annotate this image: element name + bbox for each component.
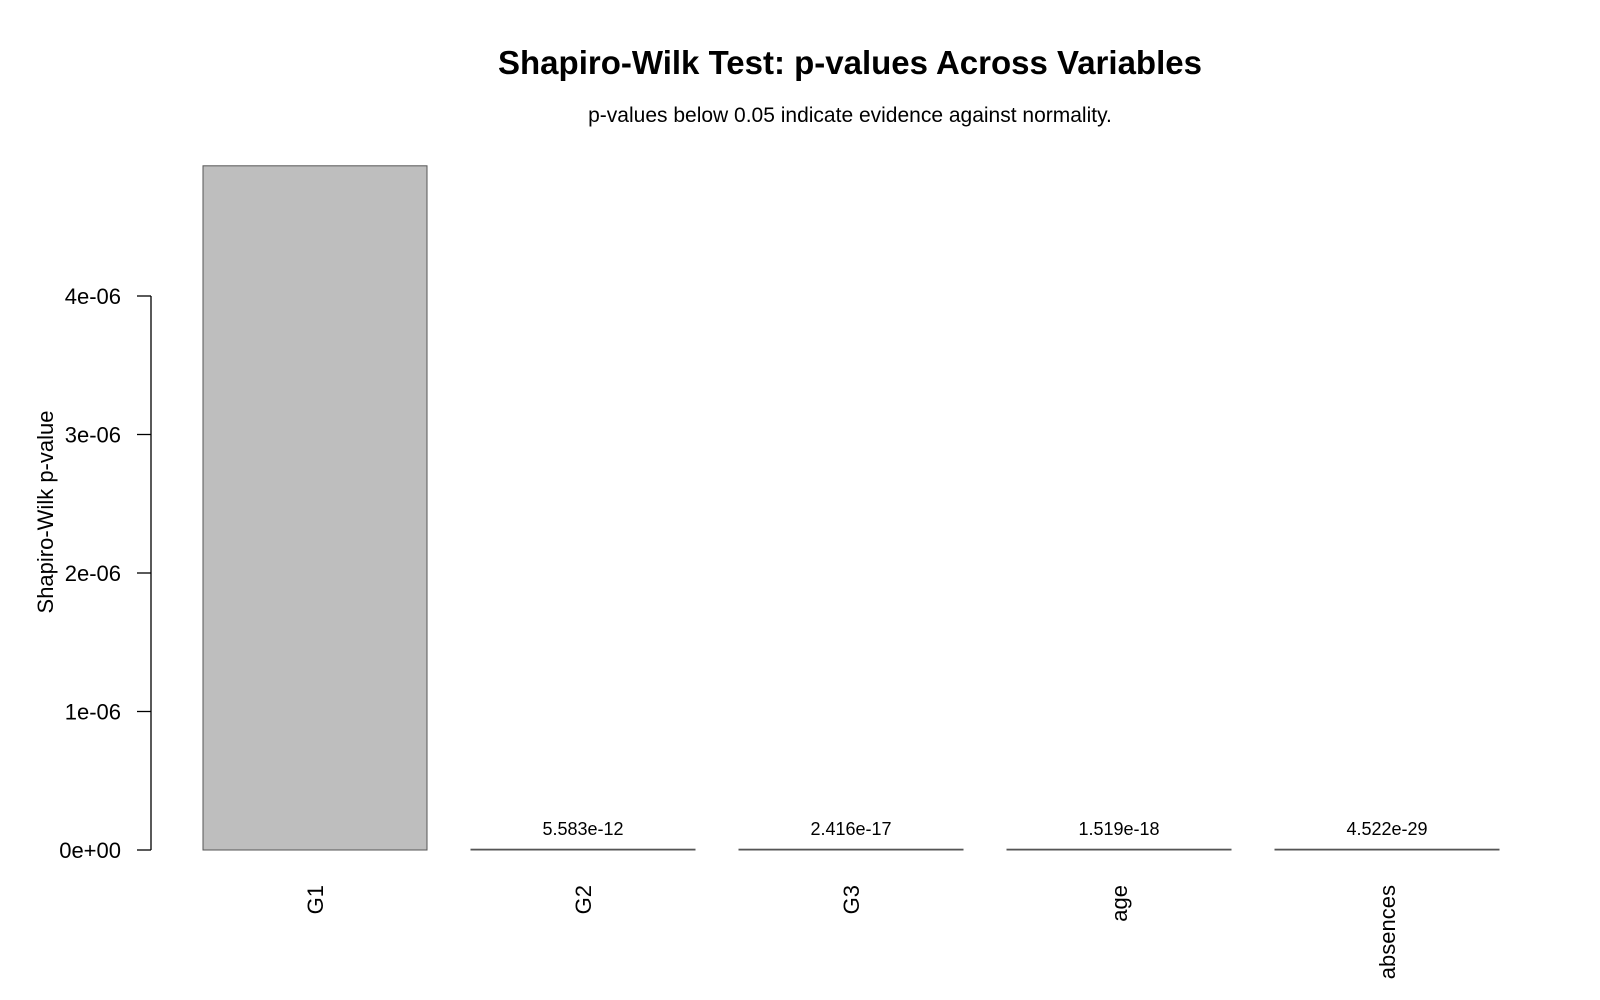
bar-absences [1274,848,1500,851]
y-axis: 0e+00 1e-06 2e-06 3e-06 4e-06 [59,284,152,863]
y-tick-label: 3e-06 [65,423,121,448]
y-tick-label: 1e-06 [65,700,121,725]
chart-title: Shapiro-Wilk Test: p-values Across Varia… [498,44,1202,81]
bar-G2 [470,848,696,851]
x-tick-label-absences: absences [1375,885,1400,979]
chart-subtitle: p-values below 0.05 indicate evidence ag… [588,104,1112,127]
x-tick-label-G2: G2 [571,885,596,914]
bar-G3 [738,848,964,851]
x-tick-label-age: age [1107,885,1132,922]
x-tick-label-G1: G1 [303,885,328,914]
y-tick-label: 0e+00 [59,838,121,863]
bars [202,165,1500,851]
bar-age [1006,848,1232,851]
bar-G1 [202,165,428,851]
data-label-G3: 2.416e-17 [810,819,891,839]
y-axis-label: Shapiro-Wilk p-value [33,411,58,614]
x-tick-label-G3: G3 [839,885,864,914]
y-tick-label: 4e-06 [65,284,121,309]
data-label-G2: 5.583e-12 [542,819,623,839]
data-label-absences: 4.522e-29 [1346,819,1427,839]
x-axis-category-labels: G1 G2 G3 age absences [303,885,1400,979]
y-tick-label: 2e-06 [65,561,121,586]
data-labels: 5.583e-12 2.416e-17 1.519e-18 4.522e-29 [542,819,1427,839]
data-label-age: 1.519e-18 [1078,819,1159,839]
